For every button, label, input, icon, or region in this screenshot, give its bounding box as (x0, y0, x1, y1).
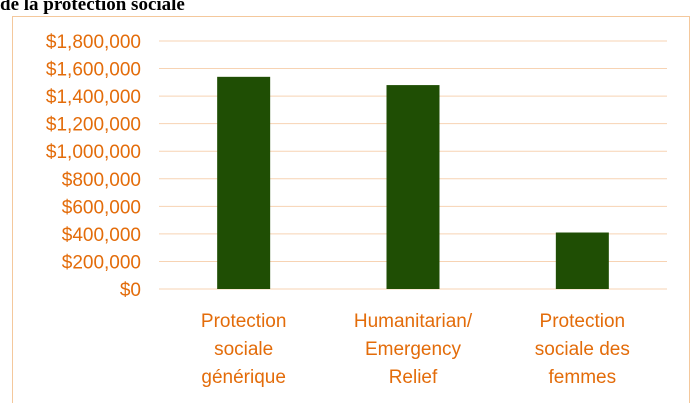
x-category-label-line: sociale des (535, 339, 630, 360)
y-tick-label: $1,400,000 (46, 87, 141, 108)
chart-heading: de la protection sociale (0, 0, 185, 15)
y-tick-label: $1,200,000 (46, 115, 141, 136)
y-tick-label: $400,000 (62, 225, 141, 246)
y-axis-ticks: $0 $200,000 $400,000 $600,000 $800,000 $1,000… (46, 32, 141, 301)
y-tick-label: $800,000 (62, 170, 141, 191)
y-tick-label: $0 (120, 280, 141, 301)
y-tick-label: $1,600,000 (46, 60, 141, 81)
bar (217, 76, 271, 289)
chart-frame: $0 $200,000 $400,000 $600,000 $800,000 $1,000… (12, 16, 690, 403)
x-axis-categories: Protection sociale générique Humanitarian/E… (201, 311, 630, 388)
x-category-label-line: sociale (214, 339, 273, 360)
y-tick-label: $600,000 (62, 197, 141, 218)
bars (217, 76, 609, 289)
y-tick-label: $1,800,000 (46, 32, 141, 53)
y-tick-label: $1,000,000 (46, 142, 141, 163)
x-category-label-line: Protection (201, 311, 287, 332)
x-category-label: Protection sociale générique (201, 311, 287, 388)
x-category-label: Humanitarian/Emergency Relief (354, 311, 473, 388)
x-category-label-line: générique (201, 367, 286, 388)
bar (555, 232, 609, 289)
x-category-label-line: Protection (540, 311, 626, 332)
x-category-label-line: femmes (549, 367, 617, 388)
y-tick-label: $200,000 (62, 252, 141, 273)
x-category-label-line: Emergency (365, 339, 462, 360)
x-category-label: Protection sociale des femmes (535, 311, 630, 388)
x-category-label-line: Humanitarian/ (354, 311, 473, 332)
bar-chart: $0 $200,000 $400,000 $600,000 $800,000 $1,000… (46, 32, 667, 388)
bar (386, 85, 440, 289)
x-category-label-line: Relief (389, 367, 438, 388)
